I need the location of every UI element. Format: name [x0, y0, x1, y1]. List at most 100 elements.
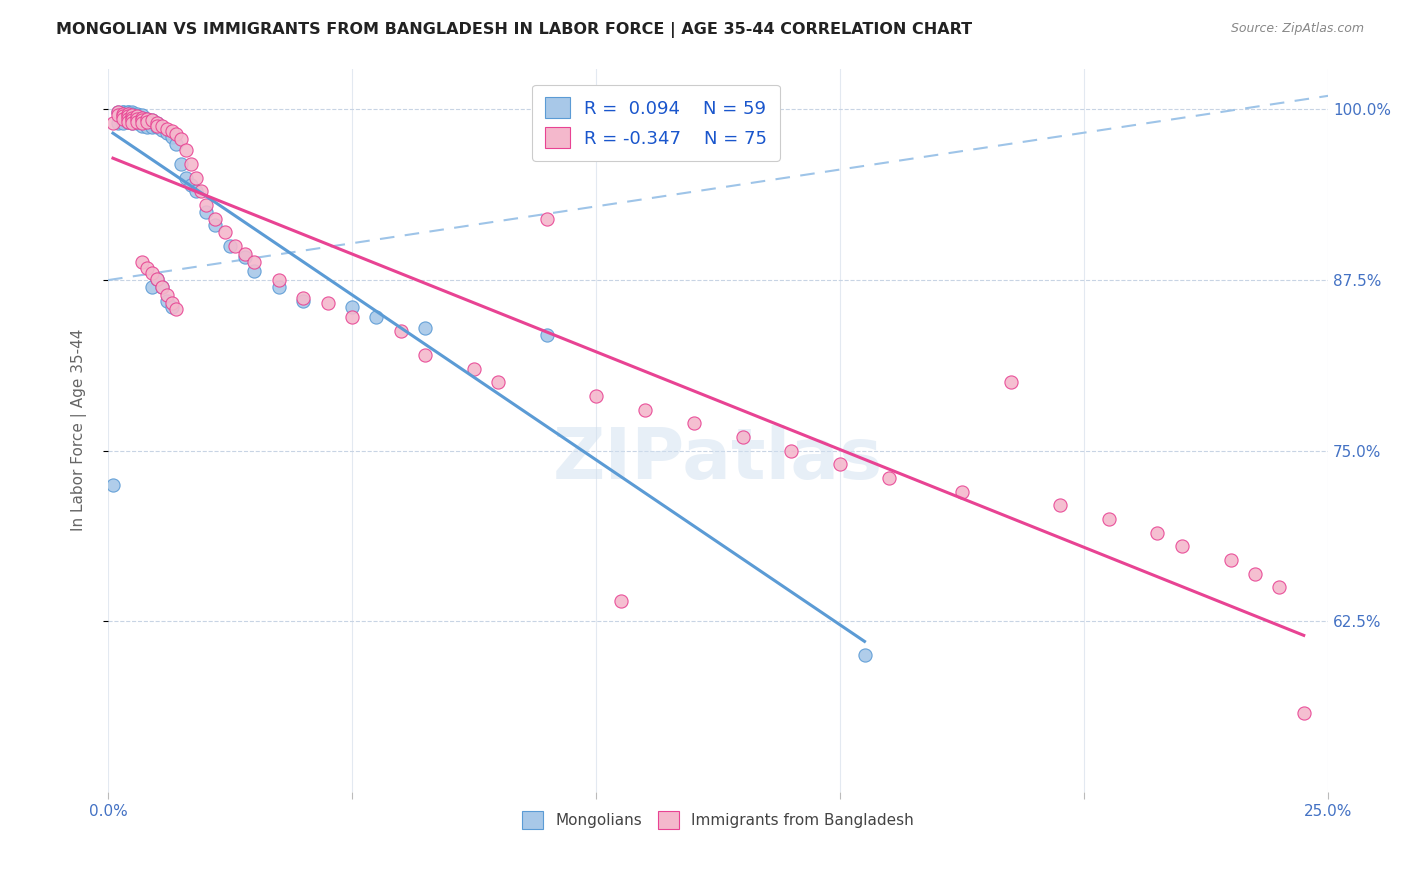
Point: [127, 109, 149, 123]
Point: [141, 120, 163, 135]
Point: [243, 263, 266, 277]
Point: [146, 271, 169, 285]
Point: [190, 185, 212, 199]
Point: [165, 127, 187, 141]
Point: [224, 239, 246, 253]
Point: [117, 112, 139, 126]
Point: [131, 111, 153, 125]
Point: [121, 116, 143, 130]
Point: [121, 113, 143, 128]
Point: [292, 293, 315, 308]
Point: [131, 108, 153, 122]
Point: [1244, 566, 1267, 581]
Point: [267, 273, 290, 287]
Point: [121, 111, 143, 125]
Point: [117, 112, 139, 126]
Point: [609, 594, 631, 608]
Point: [101, 478, 124, 492]
Point: [194, 204, 217, 219]
Point: [127, 109, 149, 123]
Point: [204, 211, 226, 226]
Point: [136, 260, 159, 275]
Point: [877, 471, 900, 485]
Point: [121, 106, 143, 120]
Point: [111, 105, 134, 120]
Point: [214, 225, 236, 239]
Point: [131, 111, 153, 125]
Point: [634, 402, 657, 417]
Point: [121, 113, 143, 128]
Point: [1049, 498, 1071, 512]
Point: [160, 124, 183, 138]
Point: [174, 144, 197, 158]
Point: [156, 121, 179, 136]
Point: [292, 291, 315, 305]
Point: [150, 280, 173, 294]
Point: [141, 116, 163, 130]
Point: [1170, 539, 1192, 553]
Point: [1097, 512, 1119, 526]
Point: [150, 280, 173, 294]
Point: [1219, 553, 1241, 567]
Point: [340, 310, 363, 324]
Point: [184, 185, 207, 199]
Point: [160, 129, 183, 144]
Point: [366, 310, 388, 324]
Point: [194, 198, 217, 212]
Point: [121, 116, 143, 130]
Point: [233, 250, 256, 264]
Point: [107, 116, 129, 130]
Point: [107, 108, 129, 122]
Point: [117, 114, 139, 128]
Point: [111, 109, 134, 123]
Point: [127, 112, 149, 126]
Point: [233, 247, 256, 261]
Point: [111, 112, 134, 126]
Point: [267, 280, 290, 294]
Point: [141, 266, 163, 280]
Point: [146, 271, 169, 285]
Point: [117, 114, 139, 128]
Point: [780, 443, 803, 458]
Text: MONGOLIAN VS IMMIGRANTS FROM BANGLADESH IN LABOR FORCE | AGE 35-44 CORRELATION C: MONGOLIAN VS IMMIGRANTS FROM BANGLADESH …: [56, 22, 973, 38]
Point: [150, 119, 173, 133]
Point: [1268, 580, 1291, 594]
Point: [536, 211, 558, 226]
Point: [389, 324, 412, 338]
Point: [731, 430, 754, 444]
Point: [131, 119, 153, 133]
Point: [141, 280, 163, 294]
Point: [117, 106, 139, 120]
Point: [204, 219, 226, 233]
Point: [127, 106, 149, 120]
Point: [117, 109, 139, 123]
Point: [141, 113, 163, 128]
Point: [136, 116, 159, 130]
Point: [174, 170, 197, 185]
Legend: Mongolians, Immigrants from Bangladesh: Mongolians, Immigrants from Bangladesh: [516, 805, 920, 835]
Point: [136, 112, 159, 126]
Point: [1146, 525, 1168, 540]
Point: [121, 109, 143, 123]
Point: [585, 389, 607, 403]
Point: [117, 105, 139, 120]
Point: [131, 114, 153, 128]
Point: [682, 417, 704, 431]
Point: [146, 116, 169, 130]
Point: [1292, 706, 1315, 720]
Point: [136, 112, 159, 126]
Point: [107, 105, 129, 120]
Point: [243, 255, 266, 269]
Point: [131, 116, 153, 130]
Point: [136, 114, 159, 128]
Point: [131, 113, 153, 128]
Point: [165, 136, 187, 151]
Point: [180, 157, 202, 171]
Point: [488, 376, 510, 390]
Point: [1000, 376, 1022, 390]
Point: [141, 113, 163, 128]
Point: [340, 301, 363, 315]
Point: [536, 327, 558, 342]
Point: [111, 116, 134, 130]
Point: [413, 321, 436, 335]
